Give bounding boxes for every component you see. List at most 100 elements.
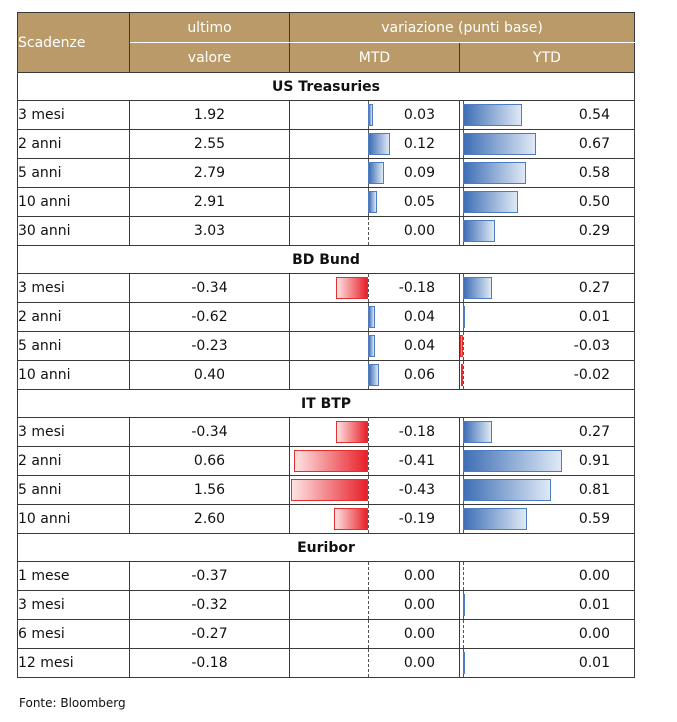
maturity-label: 12 mesi [17,648,130,678]
ytd-value: 0.67 [578,136,610,152]
last-value: 1.92 [129,100,290,130]
section-header: US Treasuries [17,72,635,101]
table-row: 5 anni 1.56 -0.43 0.81 [17,475,635,505]
mtd-bar [368,162,385,184]
section-title: BD Bund [17,245,635,274]
section-title: Euribor [17,533,635,562]
ytd-cell: 0.67 [459,129,635,159]
last-value: 3.03 [129,216,290,246]
mtd-cell: 0.12 [289,129,460,159]
ytd-value: 0.27 [578,424,610,440]
mtd-value: -0.18 [398,280,435,296]
ytd-cell: 0.29 [459,216,635,246]
mtd-zero-axis [368,217,369,245]
maturity-label: 5 anni [17,475,130,505]
ytd-bar [463,191,518,213]
ytd-bar [463,220,495,242]
table-row: 3 mesi -0.34 -0.18 0.27 [17,417,635,447]
mtd-bar [368,306,376,328]
table-row: 2 anni -0.62 0.04 0.01 [17,302,635,332]
table-row: 12 mesi -0.18 0.00 0.01 [17,648,635,678]
source-note: Fonte: Bloomberg [19,696,126,710]
header-ytd: YTD [459,42,635,73]
last-value: 0.40 [129,360,290,390]
table-row: 30 anni 3.03 0.00 0.29 [17,216,635,246]
table-row: 10 anni 0.40 0.06 -0.02 [17,360,635,390]
maturity-label: 1 mese [17,561,130,591]
ytd-value: -0.03 [573,338,610,354]
mtd-value: 0.00 [403,597,435,613]
maturity-label: 5 anni [17,158,130,188]
section-header: BD Bund [17,245,635,274]
table-row: 2 anni 2.55 0.12 0.67 [17,129,635,159]
ytd-value: 0.00 [578,568,610,584]
maturity-label: 3 mesi [17,417,130,447]
mtd-bar [368,133,390,155]
table-row: 1 mese -0.37 0.00 0.00 [17,561,635,591]
ytd-cell: 0.91 [459,446,635,476]
mtd-bar [335,421,368,443]
mtd-value: -0.43 [398,482,435,498]
mtd-zero-axis [368,649,369,677]
ytd-zero-axis [463,620,464,648]
section-title: US Treasuries [17,72,635,101]
mtd-cell: 0.00 [289,590,460,620]
table-row: 10 anni 2.60 -0.19 0.59 [17,504,635,534]
table-body: US Treasuries 3 mesi 1.92 0.03 0.54 2 anni 2.5… [17,72,635,678]
mtd-value: 0.05 [403,194,435,210]
ytd-bar [463,450,563,472]
mtd-value: 0.12 [403,136,435,152]
yield-table: Scadenze ultimo variazione (punti base) … [17,12,635,678]
ytd-cell: 0.00 [459,561,635,591]
ytd-bar [463,306,465,328]
mtd-value: 0.09 [403,165,435,181]
mtd-cell: 0.00 [289,648,460,678]
ytd-cell: 0.58 [459,158,635,188]
maturity-label: 2 anni [17,446,130,476]
last-value: -0.18 [129,648,290,678]
ytd-bar [460,364,463,386]
mtd-cell: 0.00 [289,619,460,649]
ytd-cell: 0.27 [459,417,635,447]
maturity-label: 3 mesi [17,590,130,620]
maturity-label: 3 mesi [17,100,130,130]
mtd-value: 0.00 [403,223,435,239]
ytd-value: 0.01 [578,309,610,325]
mtd-value: -0.18 [398,424,435,440]
mtd-value: -0.19 [398,511,435,527]
mtd-value: 0.06 [403,367,435,383]
mtd-value: 0.04 [403,338,435,354]
mtd-bar [368,104,374,126]
mtd-bar [294,450,368,472]
mtd-zero-axis [368,418,369,446]
section-header: Euribor [17,533,635,562]
mtd-bar [368,364,379,386]
last-value: 1.56 [129,475,290,505]
ytd-bar [463,277,493,299]
ytd-bar [463,652,465,674]
ytd-zero-axis [463,332,464,360]
maturity-label: 10 anni [17,360,130,390]
table-row: 6 mesi -0.27 0.00 0.00 [17,619,635,649]
mtd-cell: -0.18 [289,417,460,447]
ytd-value: 0.81 [578,482,610,498]
last-value: -0.62 [129,302,290,332]
ytd-cell: 0.50 [459,187,635,217]
mtd-cell: 0.04 [289,331,460,361]
ytd-value: 0.29 [578,223,610,239]
maturity-label: 2 anni [17,129,130,159]
table-row: 5 anni -0.23 0.04 -0.03 [17,331,635,361]
mtd-zero-axis [368,274,369,302]
mtd-cell: -0.19 [289,504,460,534]
mtd-zero-axis [368,505,369,533]
table-row: 3 mesi -0.32 0.00 0.01 [17,590,635,620]
mtd-bar [333,508,368,530]
ytd-bar [463,594,465,616]
mtd-bar [368,335,376,357]
last-value: -0.23 [129,331,290,361]
ytd-bar [459,335,463,357]
mtd-zero-axis [368,562,369,590]
ytd-value: 0.01 [578,655,610,671]
ytd-cell: 0.54 [459,100,635,130]
last-value: -0.37 [129,561,290,591]
